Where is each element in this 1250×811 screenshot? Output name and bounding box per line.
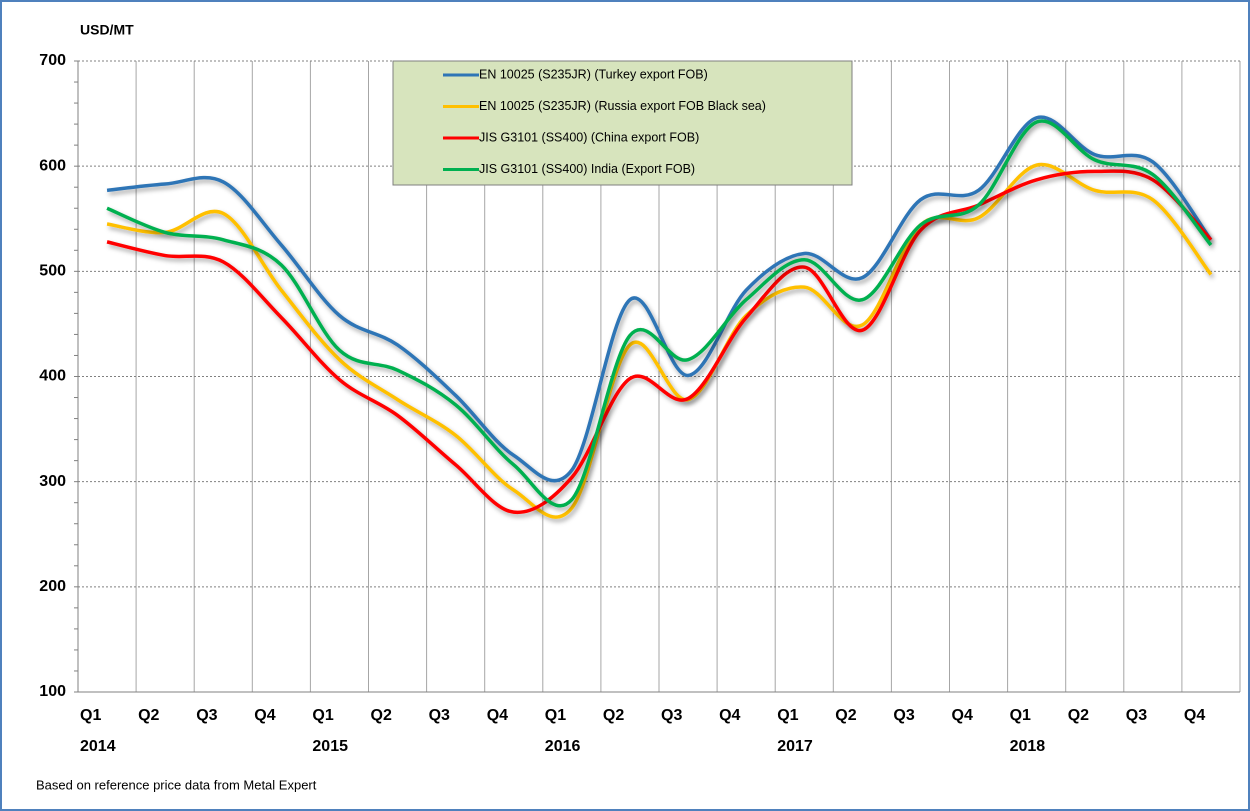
x-tick-label: Q3 (1126, 707, 1147, 724)
year-label: 2015 (312, 738, 348, 755)
y-tick-label: 600 (39, 157, 66, 174)
legend: EN 10025 (S235JR) (Turkey export FOB) EN … (392, 60, 853, 186)
x-tick-label: Q1 (312, 707, 333, 724)
legend-label: EN 10025 (S235JR) (Russia export FOB Bla… (479, 99, 766, 113)
year-label: 2017 (777, 738, 813, 755)
labels: 100 200 300 400 500 600 700 Q1 Q2 Q3 Q4 Q1 Q2 Q3 Q4 Q1 Q… (39, 52, 1205, 755)
year-label: 2014 (80, 738, 116, 755)
y-tick-label: 100 (39, 683, 66, 700)
y-unit-label: USD/MT (80, 22, 134, 38)
series-line (106, 119, 1213, 508)
x-tick-label: Q2 (371, 707, 392, 724)
x-tick-label: Q4 (254, 707, 275, 724)
x-tick-label: Q3 (196, 707, 217, 724)
x-tick-label: Q4 (952, 707, 973, 724)
footnote: Based on reference price data from Metal… (36, 777, 317, 792)
x-tick-label: Q2 (1068, 707, 1089, 724)
x-tick-label: Q4 (719, 707, 740, 724)
y-tick-label: 200 (39, 578, 66, 595)
legend-label: JIS G3101 (SS400) (China export FOB) (479, 130, 699, 144)
legend-label: EN 10025 (S235JR) (Turkey export FOB) (479, 67, 708, 81)
y-tick-label: 500 (39, 263, 66, 280)
y-tick-label: 400 (39, 368, 66, 385)
lines (106, 115, 1213, 519)
year-label: 2016 (545, 738, 581, 755)
series-line (106, 115, 1213, 483)
x-tick-label: Q3 (661, 707, 682, 724)
x-tick-label: Q4 (487, 707, 508, 724)
x-tick-label: Q1 (1010, 707, 1031, 724)
series-line (106, 162, 1213, 519)
x-tick-label: Q2 (835, 707, 856, 724)
y-tick-label: 300 (39, 473, 66, 490)
x-tick-label: Q2 (603, 707, 624, 724)
x-tick-label: Q1 (545, 707, 566, 724)
x-tick-label: Q2 (138, 707, 159, 724)
x-tick-label: Q3 (893, 707, 914, 724)
series-line (106, 169, 1213, 515)
legend-box (392, 60, 853, 186)
year-label: 2018 (1010, 738, 1046, 755)
x-tick-label: Q1 (80, 707, 101, 724)
legend-label: JIS G3101 (SS400) India (Export FOB) (479, 162, 695, 176)
x-tick-label: Q4 (1184, 707, 1205, 724)
x-tick-label: Q1 (777, 707, 798, 724)
x-tick-label: Q3 (429, 707, 450, 724)
y-tick-label: 700 (39, 52, 66, 69)
